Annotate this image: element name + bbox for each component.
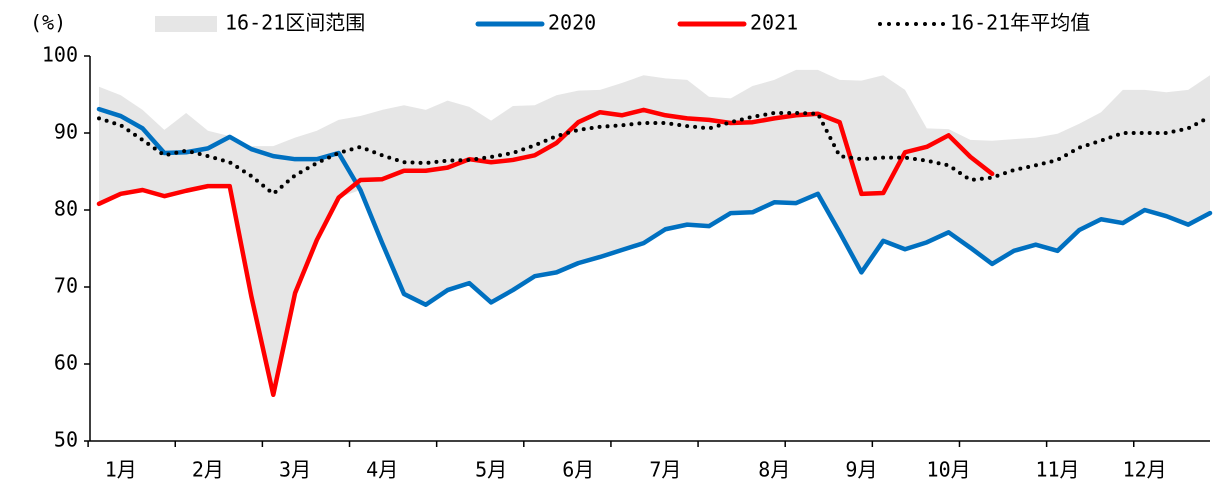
legend-label: 16-21区间范围	[225, 11, 365, 35]
x-tick-label: 2月	[192, 458, 224, 482]
legend-swatch	[155, 16, 217, 32]
x-tick-label: 4月	[366, 458, 398, 482]
y-tick-label: 50	[54, 428, 78, 452]
range-band	[99, 69, 1210, 395]
y-tick-label: 70	[54, 274, 78, 298]
series-line	[96, 106, 1213, 307]
y-tick-label: 60	[54, 351, 78, 375]
x-tick-label: 1月	[105, 458, 137, 482]
x-tick-label: 8月	[758, 458, 790, 482]
y-tick-label: 80	[54, 197, 78, 221]
x-tick-label: 7月	[649, 458, 681, 482]
legend-label: 2021	[750, 11, 798, 35]
x-tick-label: 9月	[845, 458, 877, 482]
series-line	[97, 110, 1212, 196]
x-tick-label: 12月	[1123, 458, 1167, 482]
y-tick-label: 100	[42, 43, 78, 67]
x-tick-label: 6月	[562, 458, 594, 482]
legend-label: 2020	[548, 11, 596, 35]
x-tick-label: 10月	[927, 458, 971, 482]
legend-label: 16-21年平均值	[950, 11, 1090, 35]
x-tick-label: 3月	[279, 458, 311, 482]
y-tick-label: 90	[54, 120, 78, 144]
y-axis-label: (%)	[30, 11, 66, 35]
series-line	[96, 107, 995, 398]
x-tick-label: 11月	[1035, 458, 1079, 482]
x-tick-label: 5月	[475, 458, 507, 482]
